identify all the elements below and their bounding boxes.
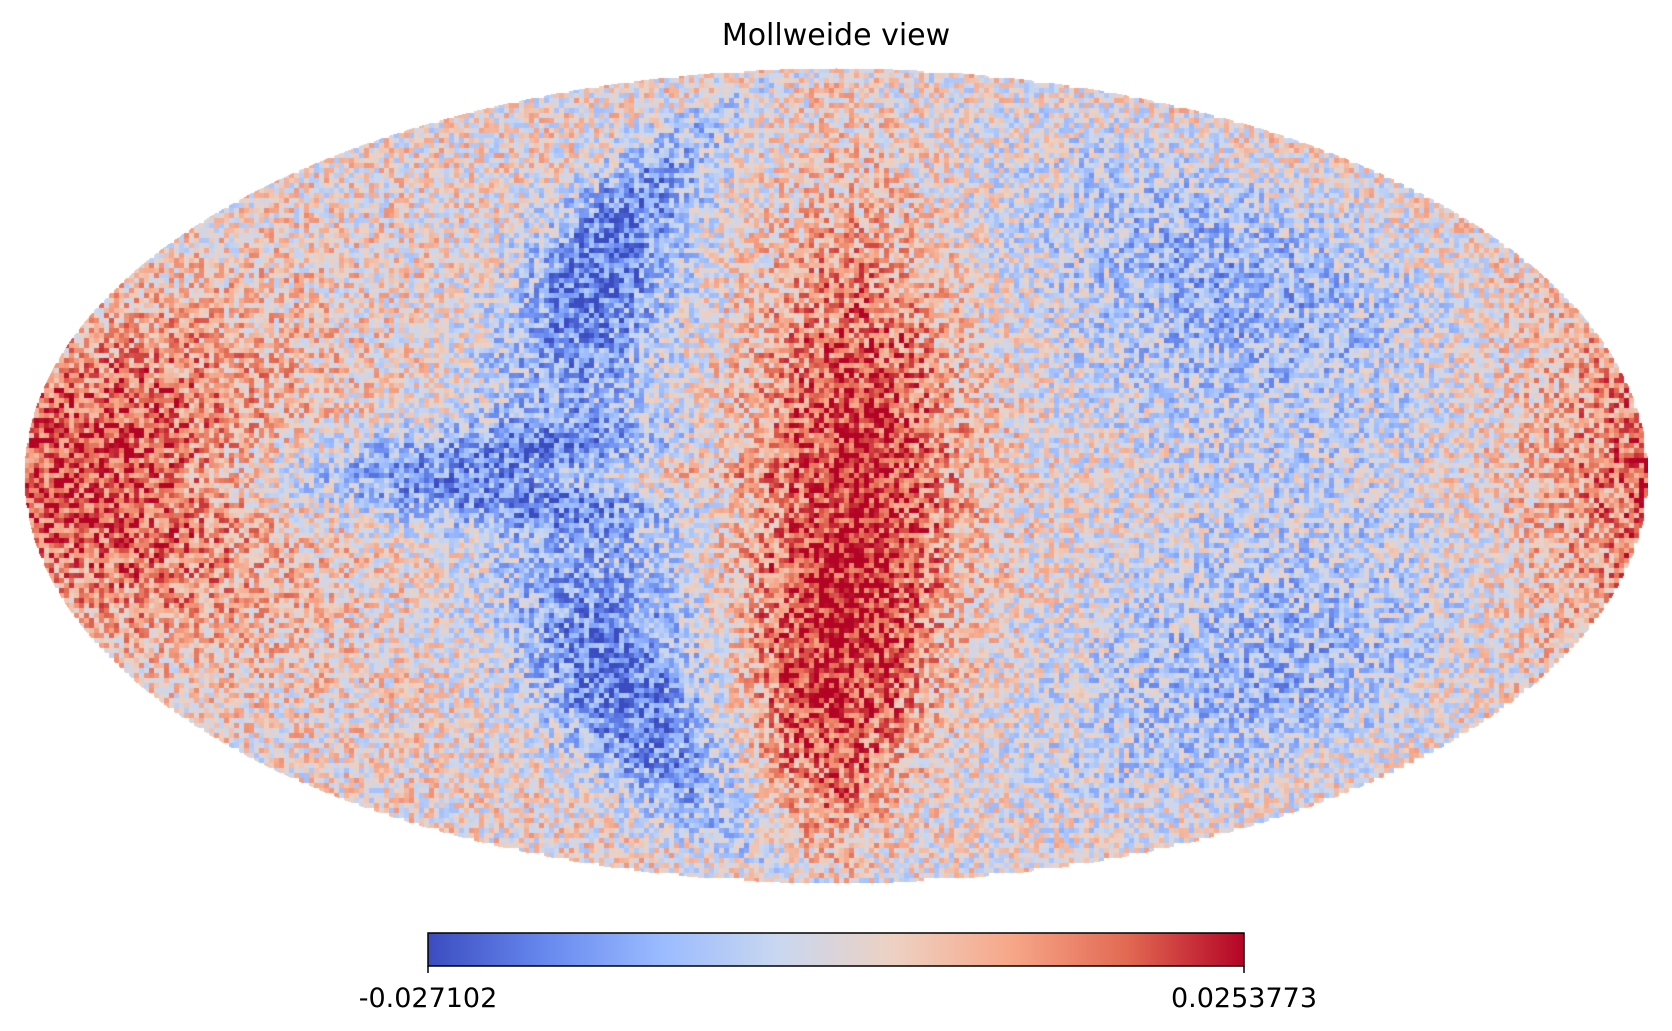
mollweide-map	[24, 68, 1648, 883]
colorbar-max-label: 0.0253773	[1171, 983, 1317, 1014]
colorbar-min-label: -0.027102	[359, 983, 498, 1014]
mollweide-map-container	[24, 68, 1648, 883]
chart-title: Mollweide view	[722, 18, 950, 53]
colorbar	[427, 932, 1245, 967]
